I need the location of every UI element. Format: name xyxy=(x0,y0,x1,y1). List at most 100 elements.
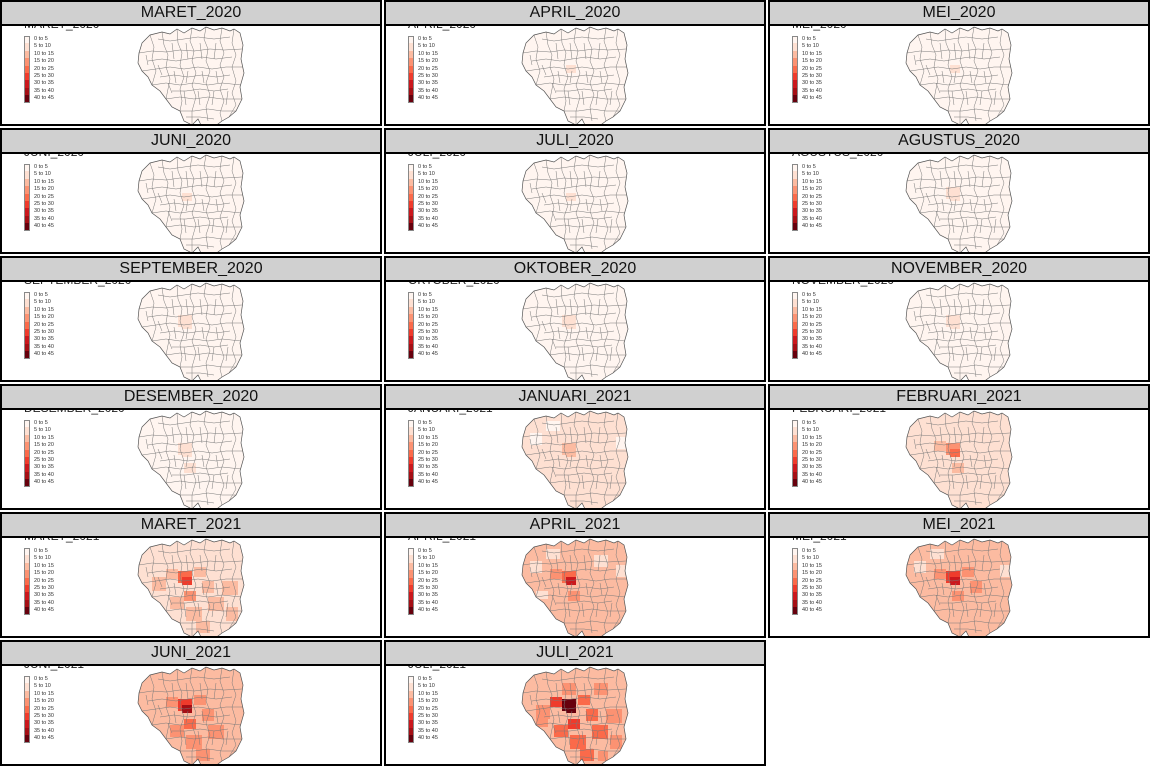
legend-swatch xyxy=(792,343,798,352)
district-border xyxy=(933,224,1010,228)
legend-label: 5 to 10 xyxy=(34,555,51,562)
district-border xyxy=(929,159,939,228)
district-border xyxy=(141,66,243,72)
map-district xyxy=(930,421,944,431)
map-district xyxy=(934,569,946,579)
map-district xyxy=(566,449,576,457)
panel-title: AGUSTUS_2020 xyxy=(770,130,1148,154)
district-border xyxy=(987,283,993,378)
district-border xyxy=(587,283,595,378)
legend-label: 25 to 30 xyxy=(802,72,822,79)
legend-label: 25 to 30 xyxy=(34,456,54,463)
district-border xyxy=(543,74,615,78)
legend-swatch xyxy=(24,299,30,307)
map-district xyxy=(934,441,946,451)
legend-label: 25 to 30 xyxy=(418,712,438,719)
legend-swatch xyxy=(408,584,414,593)
map-district xyxy=(920,591,932,599)
legend-label: 35 to 40 xyxy=(418,599,438,606)
district-border xyxy=(927,330,999,334)
legend-swatch xyxy=(408,562,414,571)
map-district xyxy=(562,427,576,439)
district-border xyxy=(533,418,541,470)
map-district xyxy=(214,623,224,633)
legend-label: 35 to 40 xyxy=(418,87,438,94)
map-district xyxy=(982,495,992,505)
legend-swatch xyxy=(792,449,798,457)
map-district xyxy=(994,607,1006,621)
district-border xyxy=(543,458,615,462)
district-border xyxy=(939,42,985,60)
district-border xyxy=(189,667,197,764)
district-border xyxy=(189,539,197,636)
legend-label: 15 to 20 xyxy=(34,442,54,449)
district-border xyxy=(957,27,965,124)
district-border xyxy=(171,426,217,444)
panel-title: MARET_2021 xyxy=(2,514,380,538)
legend-label: 30 to 35 xyxy=(802,592,822,599)
legend-label: 40 to 45 xyxy=(418,607,438,614)
map-district xyxy=(568,719,580,729)
legend-label: 35 to 40 xyxy=(802,87,822,94)
legend-swatch xyxy=(408,306,414,315)
choropleth-map xyxy=(137,26,245,124)
legend-label: 40 to 45 xyxy=(34,223,54,230)
district-border xyxy=(941,454,987,468)
legend-swatch xyxy=(24,676,30,684)
legend-swatch xyxy=(408,456,414,465)
district-border xyxy=(971,283,979,378)
map-district xyxy=(592,469,608,483)
district-border xyxy=(149,34,157,86)
map-district xyxy=(990,453,1006,467)
district-border xyxy=(183,602,229,618)
legend-swatch xyxy=(792,442,798,450)
district-border xyxy=(157,164,231,170)
legend-swatch xyxy=(792,200,798,209)
legend-swatch xyxy=(24,442,30,450)
legend-swatch xyxy=(408,351,414,359)
district-border xyxy=(933,352,1010,356)
district-border xyxy=(165,480,242,484)
map-district xyxy=(562,555,576,567)
panel-title: JUNI_2021 xyxy=(2,642,380,666)
map-district xyxy=(568,463,580,473)
map-region-base xyxy=(906,27,1012,124)
district-border xyxy=(567,90,613,106)
legend-label: 0 to 5 xyxy=(34,292,48,298)
legend-swatch xyxy=(24,548,30,556)
district-border xyxy=(557,198,603,212)
district-border xyxy=(954,628,983,632)
legend-label: 25 to 30 xyxy=(34,584,54,591)
district-border xyxy=(228,412,237,502)
legend-swatch xyxy=(792,186,798,194)
map-outline xyxy=(521,410,629,508)
map-region-base xyxy=(522,155,628,252)
legend-swatch xyxy=(24,80,30,88)
map-district xyxy=(166,441,178,451)
district-border xyxy=(173,454,219,468)
map-district xyxy=(566,705,576,713)
legend-label: 35 to 40 xyxy=(802,471,822,478)
district-border xyxy=(939,426,985,444)
district-border xyxy=(525,66,627,72)
district-border xyxy=(189,283,197,380)
legend-label: 25 to 30 xyxy=(418,456,438,463)
map-district xyxy=(214,751,224,761)
district-border xyxy=(587,411,595,506)
legend-label: 20 to 25 xyxy=(34,193,54,200)
district-border xyxy=(954,244,983,248)
district-border xyxy=(151,594,242,598)
district-border xyxy=(145,54,173,94)
district-border xyxy=(180,364,236,368)
district-border xyxy=(919,466,1010,470)
district-border xyxy=(951,346,997,362)
district-border xyxy=(535,210,626,214)
district-border xyxy=(917,290,925,342)
district-border xyxy=(172,344,229,348)
map-district xyxy=(950,577,960,585)
legend-swatch xyxy=(24,164,30,172)
panel-title: FEBRUARI_2021 xyxy=(770,386,1148,410)
district-border xyxy=(917,418,925,470)
map-district xyxy=(594,683,608,695)
